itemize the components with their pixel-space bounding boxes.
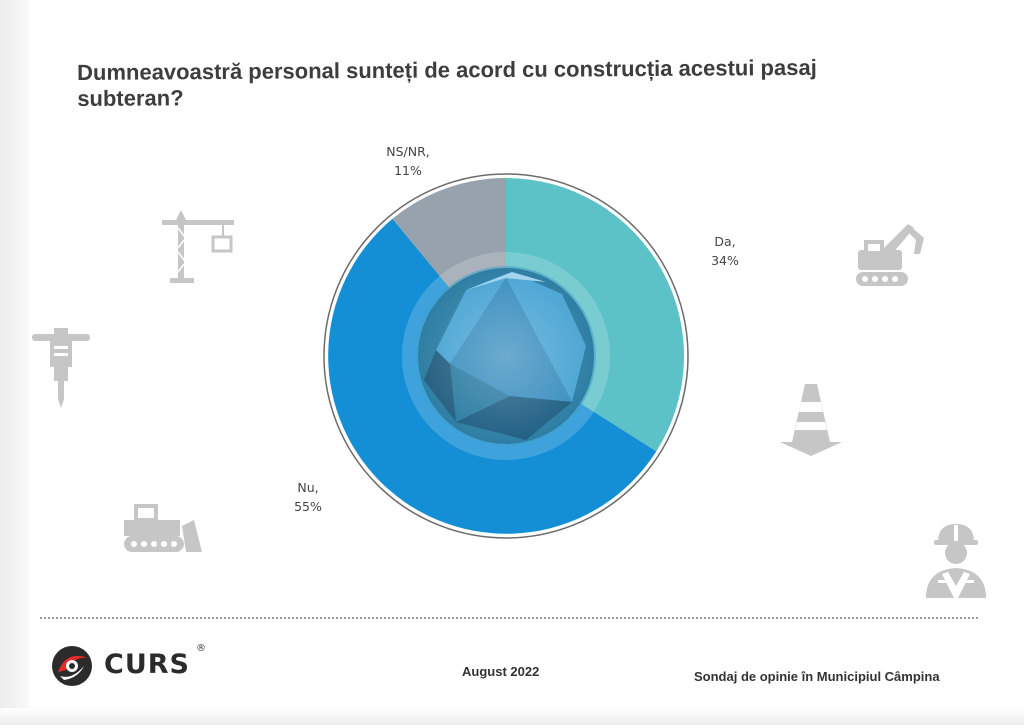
slice-label-nu: Nu, 55% bbox=[263, 478, 353, 516]
footer-date: August 2022 bbox=[462, 664, 540, 679]
traffic-cone-icon bbox=[780, 384, 842, 456]
bulldozer-icon bbox=[124, 504, 202, 552]
jackhammer-icon bbox=[32, 328, 90, 408]
scan-left-edge bbox=[0, 0, 30, 725]
scan-bottom-edge bbox=[0, 708, 1024, 725]
footer-divider bbox=[40, 617, 978, 619]
center-glow bbox=[416, 266, 596, 446]
pie-outer-rim bbox=[323, 173, 689, 539]
slice-label-da-value: 34% bbox=[711, 253, 739, 268]
slice-label-ns-nr: NS/NR, 11% bbox=[363, 142, 453, 180]
pie-center-decoration bbox=[402, 252, 610, 460]
slice-label-ns-nr-name: NS/NR, bbox=[386, 144, 430, 159]
curs-logo-text: CURS bbox=[104, 649, 190, 680]
curs-logo-icon bbox=[52, 646, 92, 686]
slice-label-nu-value: 55% bbox=[294, 499, 322, 514]
slice-label-nu-name: Nu, bbox=[297, 480, 319, 495]
construction-worker-icon bbox=[926, 524, 986, 598]
crane-icon bbox=[162, 210, 234, 283]
footer-survey-title: Sondaj de opinie în Municipiul Câmpina bbox=[694, 669, 940, 684]
excavator-icon bbox=[856, 224, 924, 286]
slice-label-da: Da, 34% bbox=[680, 232, 770, 270]
curs-logo-registered: ® bbox=[196, 643, 206, 654]
slice-label-ns-nr-value: 11% bbox=[394, 163, 422, 178]
slice-label-da-name: Da, bbox=[714, 234, 736, 249]
